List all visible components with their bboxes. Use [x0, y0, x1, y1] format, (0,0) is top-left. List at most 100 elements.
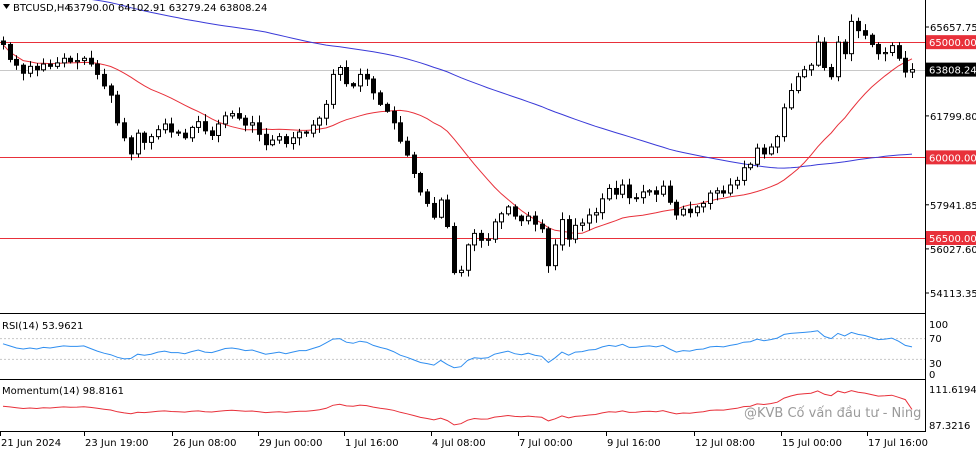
level-tag-bg: [926, 231, 976, 246]
candle: [735, 176, 740, 190]
level-tag-label: 56500.00: [929, 234, 976, 245]
candle-body: [479, 232, 484, 241]
candle-body: [398, 122, 403, 142]
candle: [849, 14, 854, 62]
candle-body: [708, 192, 713, 204]
candle-body: [378, 92, 383, 105]
candle-body: [371, 78, 376, 94]
candle-body: [35, 65, 40, 71]
candle: [526, 211, 531, 225]
candle: [513, 204, 518, 220]
candle-body: [129, 137, 134, 155]
candle: [311, 119, 316, 138]
candle: [647, 189, 652, 196]
momentum-pane[interactable]: Momentum(14) 98.8161 111.6194 87.3216: [2, 385, 976, 432]
candle: [297, 128, 302, 146]
candle: [769, 143, 774, 156]
candle-body: [466, 244, 471, 271]
level-tag-label: 65000.00: [929, 38, 976, 49]
candle: [365, 68, 370, 87]
candle-body: [472, 232, 477, 246]
time-label: 9 Jul 16:00: [607, 438, 661, 449]
candle: [890, 42, 895, 57]
candle-body: [695, 206, 700, 214]
candle: [129, 135, 134, 161]
candle-body: [1, 40, 6, 45]
candle-body: [264, 133, 269, 146]
momentum-label: Momentum(14) 98.8161: [2, 386, 124, 397]
candle: [661, 180, 666, 197]
time-label: 29 Jun 00:00: [259, 438, 323, 449]
candle: [291, 131, 296, 150]
price-tick-label: 65657.75: [930, 23, 976, 34]
candle: [412, 151, 417, 179]
candle: [567, 215, 572, 247]
candle-body: [553, 244, 558, 267]
candle-body: [169, 123, 174, 133]
candle-body: [445, 199, 450, 227]
candle: [371, 76, 376, 100]
candle-body: [540, 223, 545, 230]
candle-body: [742, 167, 747, 181]
candle-body: [459, 269, 464, 274]
candle-body: [425, 191, 430, 204]
rsi-pane[interactable]: RSI(14) 53.9621 100 70 30 0: [0, 320, 948, 381]
horizontal-levels: [0, 42, 925, 239]
candle-body: [762, 147, 767, 155]
candle: [250, 115, 255, 133]
candle: [721, 185, 726, 198]
candle-body: [291, 137, 296, 145]
candle: [75, 53, 80, 70]
candle-body: [68, 57, 73, 63]
candle: [755, 143, 760, 168]
candle: [210, 126, 215, 141]
candle: [398, 115, 403, 144]
candle-body: [405, 140, 410, 156]
collapse-triangle-icon[interactable]: [3, 4, 10, 9]
candle: [674, 199, 679, 220]
candle-body: [883, 52, 888, 55]
candle: [136, 129, 141, 158]
candle: [654, 186, 659, 203]
main-pane[interactable]: [0, 0, 925, 313]
candle: [472, 229, 477, 252]
candle: [479, 229, 484, 248]
candle: [183, 128, 188, 140]
candle-body: [190, 126, 195, 139]
candle-body: [863, 30, 868, 36]
candle: [82, 56, 87, 65]
candle: [802, 65, 807, 79]
candle-body: [432, 202, 437, 218]
candle: [822, 37, 827, 71]
candle: [493, 218, 498, 243]
candle-body: [21, 64, 26, 74]
candle: [48, 59, 53, 70]
candle: [203, 114, 208, 135]
candle-body: [237, 113, 242, 119]
candle: [284, 133, 289, 148]
candle: [190, 125, 195, 142]
candle: [109, 83, 114, 103]
candle-body: [519, 215, 524, 222]
rsi-line: [2, 330, 913, 369]
candle: [378, 90, 383, 106]
candle-body: [849, 20, 854, 55]
candle-body: [836, 41, 841, 78]
candle: [445, 194, 450, 229]
candle-body: [499, 213, 504, 223]
candle: [607, 184, 612, 201]
candle: [863, 24, 868, 40]
candle-body: [122, 122, 127, 139]
candle-body: [661, 185, 666, 195]
candle: [452, 222, 457, 275]
candle: [392, 106, 397, 130]
candle-body: [14, 58, 19, 66]
candle-body: [533, 215, 538, 225]
candle: [425, 189, 430, 207]
candle: [466, 243, 471, 277]
candle-body: [620, 184, 625, 195]
chart-header: BTCUSD,H4 63790.00 64102.91 63279.24 638…: [3, 3, 267, 14]
candle: [836, 36, 841, 82]
candle: [230, 110, 235, 119]
